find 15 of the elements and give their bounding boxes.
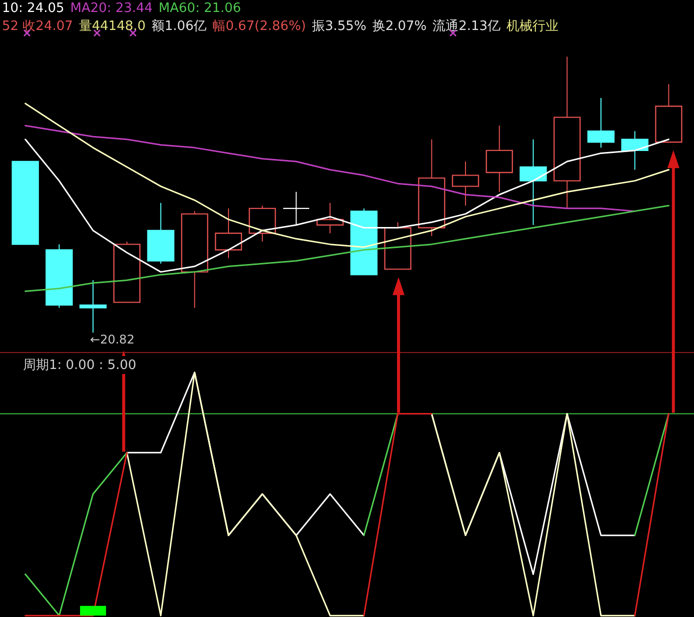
chart-title: 周期1: 0.00 : 5.00 [20, 356, 140, 374]
text: 换2.07% [372, 19, 427, 34]
text: MA60: 21.06 [158, 1, 242, 16]
candlestick [79, 280, 107, 334]
text: 量44148.0 [78, 19, 146, 34]
text: 流通2.13亿 [432, 19, 501, 34]
text: 振3.55% [312, 19, 366, 34]
annotation: ←20.82 [90, 332, 134, 347]
text: 额1.06亿 [152, 19, 207, 34]
candlestick [282, 191, 310, 226]
text: 机械行业 [506, 19, 559, 34]
text: 52 收24.07 [2, 19, 73, 34]
text: 幅0.67(2.86%) [212, 19, 306, 34]
text: 10: 24.05 [2, 1, 64, 16]
text: MA20: 23.44 [70, 1, 153, 16]
